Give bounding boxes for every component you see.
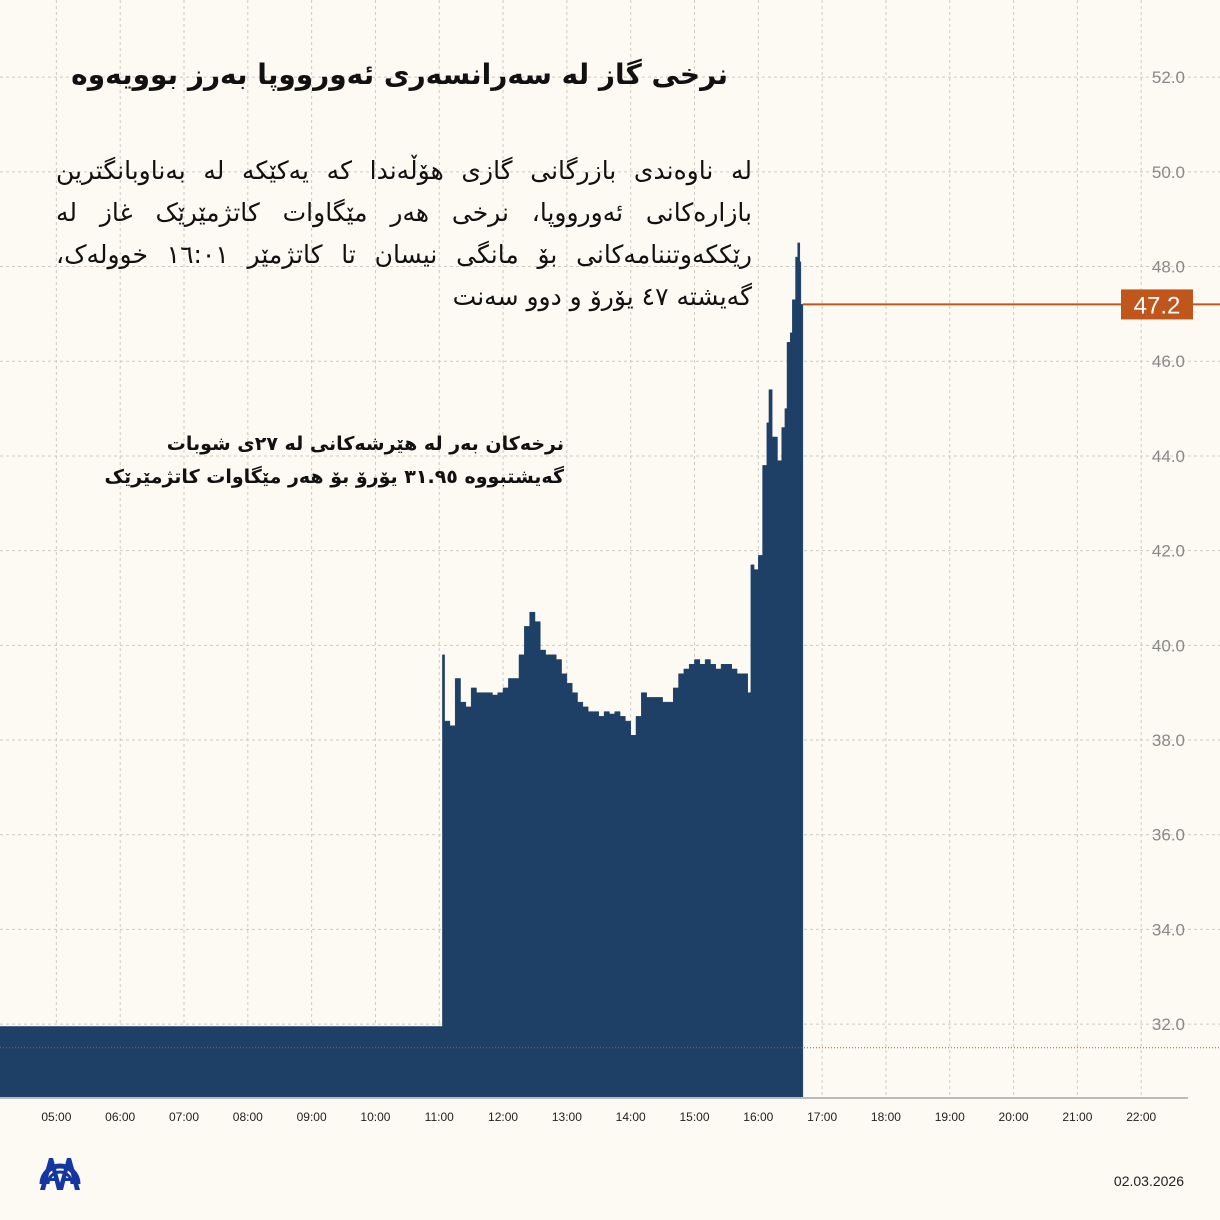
x-tick-label: 06:00	[105, 1110, 135, 1124]
x-tick-label: 08:00	[233, 1110, 263, 1124]
x-tick-label: 22:00	[1126, 1110, 1156, 1124]
price-area-layer	[0, 242, 804, 1098]
grid	[0, 0, 1220, 1097]
current-price-badge	[1121, 289, 1193, 320]
description-paragraph: لە ناوەندی بازرگانی گازی هۆڵەندا کە یەکێ…	[56, 156, 752, 311]
y-tick-label: 40.0	[1152, 636, 1185, 655]
x-tick-label: 15:00	[679, 1110, 709, 1124]
x-tick-label: 16:00	[743, 1110, 773, 1124]
x-tick-label: 17:00	[807, 1110, 837, 1124]
x-tick-label: 09:00	[297, 1110, 327, 1124]
y-tick-label: 50.0	[1152, 163, 1185, 182]
y-tick-label: 42.0	[1152, 542, 1185, 561]
y-axis: 32.0 34.0 36.0 38.0 40.0 42.0 44.0 46.0 48.0 50.0…	[1152, 68, 1185, 1034]
x-tick-label: 07:00	[169, 1110, 199, 1124]
x-tick-label: 11:00	[425, 1110, 454, 1124]
x-tick-label: 19:00	[935, 1110, 965, 1124]
pre-attack-price-note: نرخەکان بەر لە هێرشەکانی لە ٢٧ی شوبات گە…	[56, 428, 564, 494]
x-axis: 05:00 06:00 07:00 08:00 09:00 10:00 11:00 12:00…	[41, 1110, 1156, 1124]
overlay-layer: 47.2	[0, 289, 1220, 1099]
y-tick-label: 38.0	[1152, 731, 1185, 750]
x-tick-label: 18:00	[871, 1110, 901, 1124]
chart-title: نرخی گاز لە سەرانسەری ئەورووپا بەرز بووی…	[71, 58, 728, 91]
publish-date: 02.03.2026	[1113, 1173, 1184, 1189]
y-tick-label: 36.0	[1152, 826, 1185, 845]
y-tick-label: 34.0	[1152, 920, 1185, 939]
price-area	[0, 242, 804, 1098]
x-tick-label: 12:00	[488, 1110, 518, 1124]
y-tick-label: 48.0	[1152, 258, 1185, 277]
x-tick-label: 21:00	[1062, 1110, 1092, 1124]
y-tick-label: 52.0	[1152, 68, 1185, 87]
x-tick-label: 20:00	[999, 1110, 1029, 1124]
x-tick-label: 05:00	[41, 1110, 71, 1124]
x-tick-label: 10:00	[360, 1110, 390, 1124]
note-line-1: نرخەکان بەر لە هێرشەکانی لە ٢٧ی شوبات	[166, 433, 564, 455]
note-line-2: گەیشتبووە ٣١.٩٥ یۆرۆ بۆ هەر مێگاوات کاتژ…	[104, 466, 564, 488]
x-tick-label: 13:00	[552, 1110, 582, 1124]
y-tick-label: 46.0	[1152, 352, 1185, 371]
aa-logo	[36, 1144, 84, 1196]
y-tick-label: 32.0	[1152, 1015, 1185, 1034]
current-price-label: 47.2	[1134, 292, 1181, 319]
y-tick-label: 44.0	[1152, 447, 1185, 466]
x-tick-label: 14:00	[616, 1110, 646, 1124]
